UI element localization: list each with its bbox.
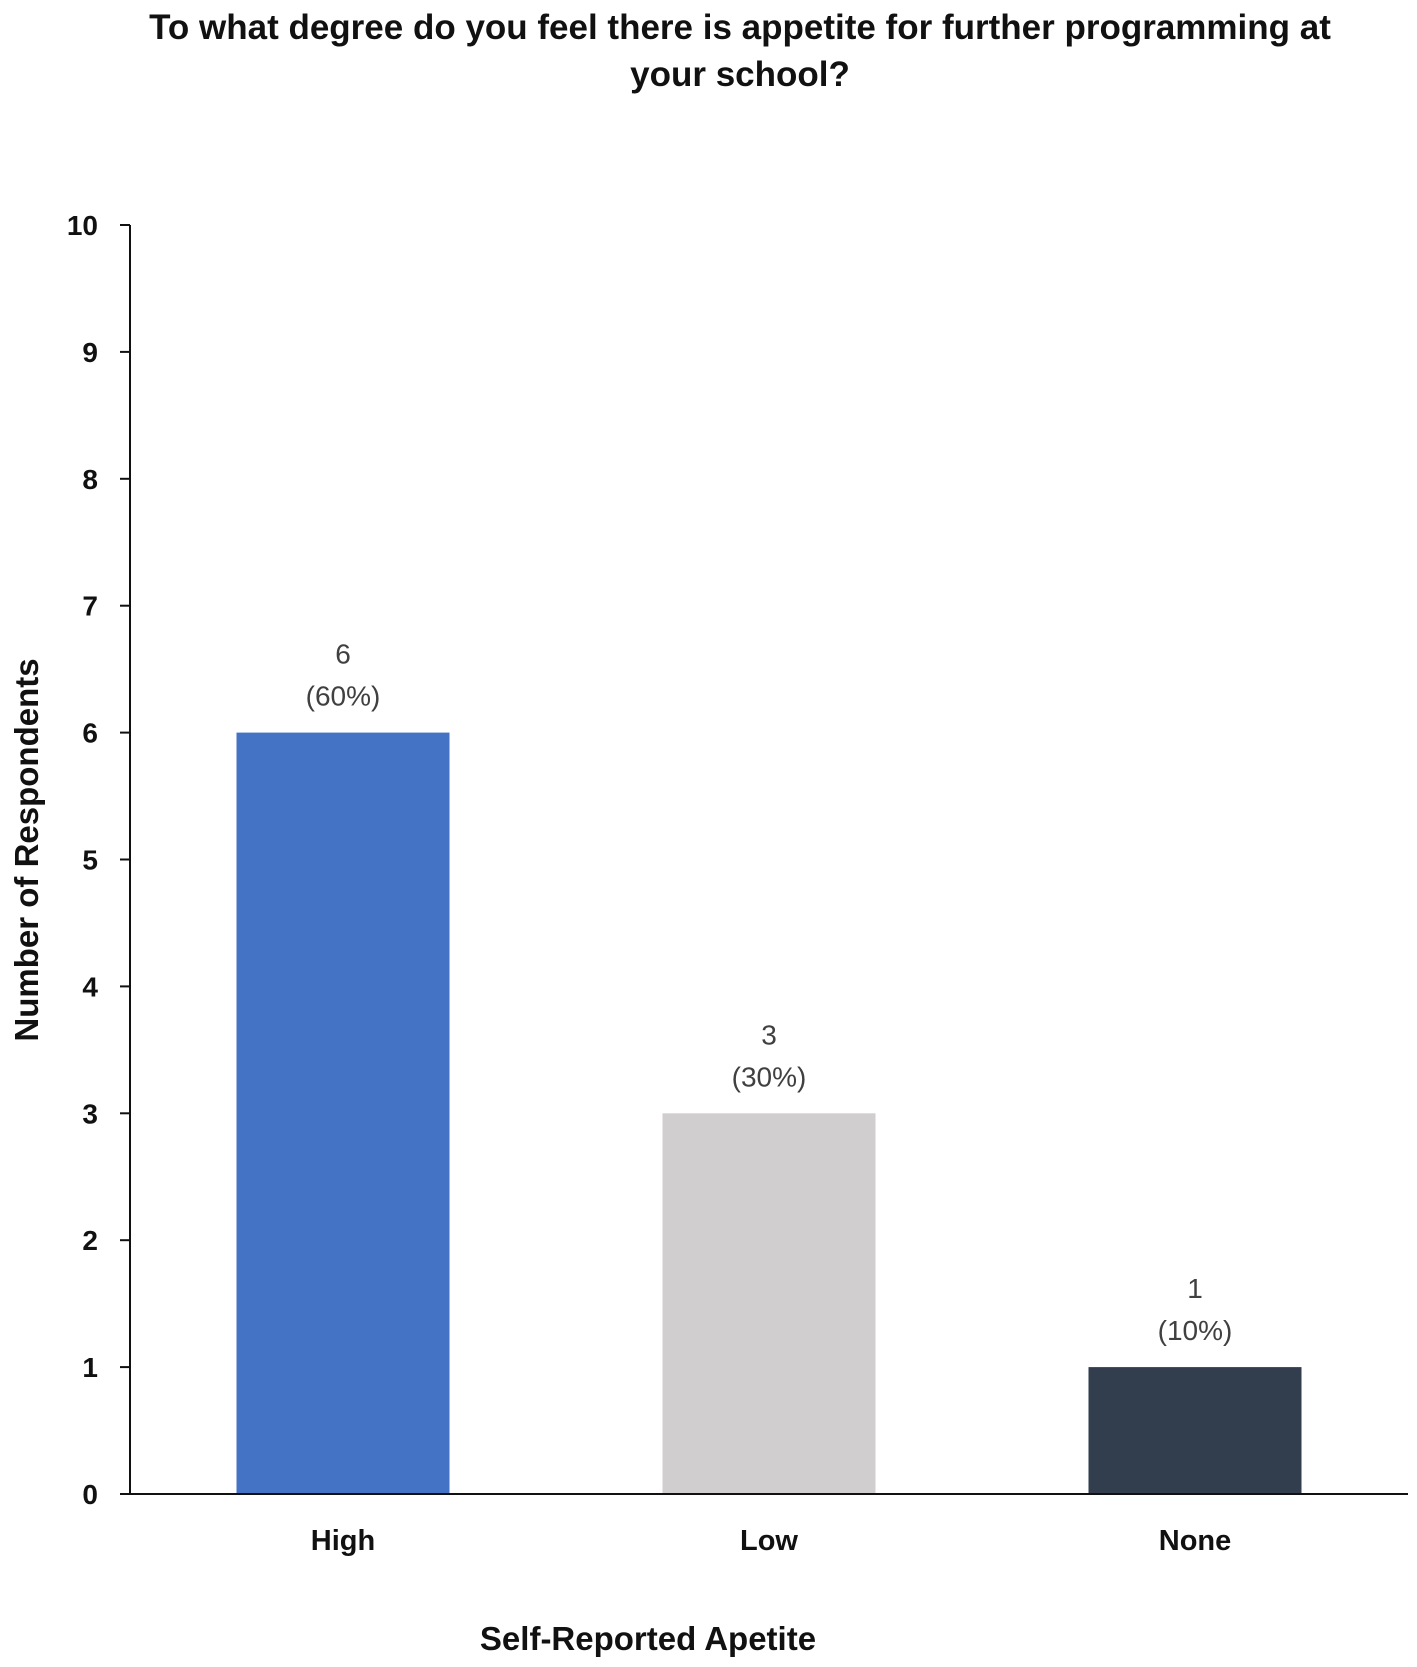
y-axis-title: Number of Respondents	[8, 658, 45, 1041]
y-tick-label: 0	[82, 1479, 98, 1510]
y-tick-label: 6	[82, 718, 98, 749]
data-label-percent: (30%)	[732, 1061, 807, 1092]
x-category-label: High	[311, 1525, 375, 1557]
y-tick-label: 9	[82, 337, 98, 368]
data-label-count: 6	[335, 639, 351, 670]
y-tick-label: 10	[67, 210, 98, 241]
bar-high	[236, 732, 450, 1494]
data-labels: 6 (60%) 3 (30%) 1 (10%)	[306, 639, 1233, 1347]
y-tick-label: 5	[82, 845, 98, 876]
y-tick-label: 2	[82, 1225, 98, 1256]
y-tick-label: 1	[82, 1352, 98, 1383]
y-tick-label: 3	[82, 1098, 98, 1129]
x-category-label: Low	[740, 1525, 798, 1557]
data-label-count: 3	[761, 1019, 777, 1050]
y-axis-ticks: 0 1 2 3 4 5 6 7 8 9 10	[67, 210, 130, 1510]
data-label-count: 1	[1187, 1273, 1203, 1304]
y-tick-label: 7	[82, 591, 98, 622]
y-tick-label: 4	[82, 971, 98, 1002]
x-axis-title: Self-Reported Apetite	[480, 1620, 816, 1657]
bar-none	[1088, 1367, 1302, 1494]
x-category-label: None	[1159, 1525, 1232, 1557]
data-label-percent: (10%)	[1158, 1315, 1233, 1346]
bars	[236, 732, 1302, 1494]
y-tick-label: 8	[82, 464, 98, 495]
chart-title: To what degree do you feel there is appe…	[149, 8, 1331, 94]
data-label-percent: (60%)	[306, 681, 381, 712]
x-axis-category-labels: High Low None	[311, 1525, 1231, 1557]
bar-low	[662, 1113, 876, 1494]
